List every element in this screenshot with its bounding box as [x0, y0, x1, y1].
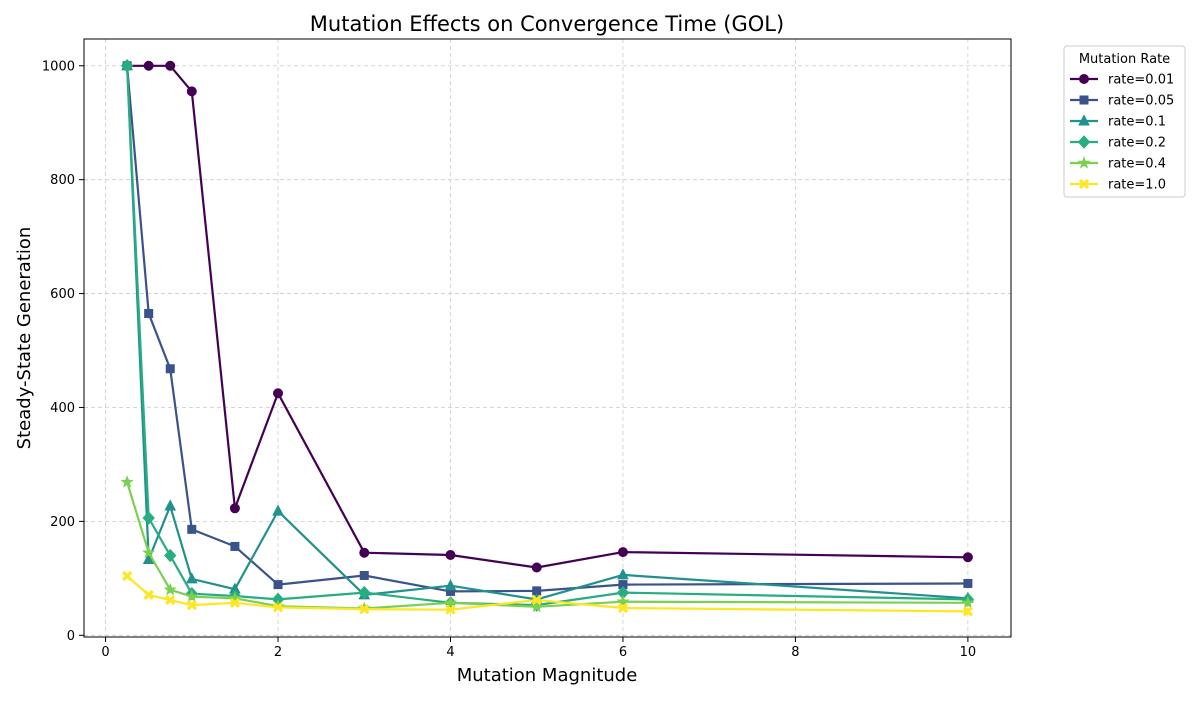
- data-point: [230, 541, 240, 551]
- data-point: [120, 59, 134, 73]
- legend-item: rate=0.01: [1070, 73, 1174, 88]
- legend-label: rate=0.1: [1108, 115, 1166, 130]
- data-point: [358, 585, 371, 600]
- x-tick-label: 4: [446, 645, 454, 660]
- data-point: [143, 60, 154, 71]
- legend-marker: [1078, 178, 1090, 190]
- data-point: [186, 599, 197, 611]
- data-point: [272, 504, 284, 516]
- x-tick-label: 2: [274, 645, 282, 660]
- x-axis-label: Mutation Magnitude: [457, 665, 638, 686]
- x-tick-label: 8: [791, 645, 799, 660]
- y-axis-label: Steady-State Generation: [14, 227, 35, 450]
- legend-marker: [1079, 74, 1089, 84]
- data-point: [962, 606, 974, 617]
- legend-marker: [1078, 114, 1090, 126]
- data-point: [165, 594, 176, 606]
- legend-item: rate=0.2: [1070, 135, 1166, 151]
- data-point: [143, 589, 154, 600]
- y-tick-label: 400: [50, 401, 75, 416]
- data-point: [142, 511, 155, 525]
- chart-title: Mutation Effects on Convergence Time (GO…: [310, 12, 784, 36]
- legend-item: rate=0.1: [1070, 114, 1166, 130]
- legend-marker: [1079, 95, 1089, 105]
- legend-label: rate=0.05: [1108, 94, 1174, 109]
- data-point: [186, 86, 197, 97]
- series-rate=0.05: [122, 61, 973, 596]
- y-tick-label: 1000: [42, 59, 75, 74]
- data-point: [961, 595, 975, 609]
- data-point: [273, 580, 283, 590]
- legend-title: Mutation Rate: [1079, 52, 1170, 67]
- data-point: [229, 503, 240, 514]
- data-point: [144, 309, 154, 319]
- data-point: [443, 595, 458, 609]
- data-point: [530, 599, 544, 613]
- x-tick-label: 0: [101, 645, 109, 660]
- series-line: [127, 64, 968, 569]
- legend-marker: [1077, 135, 1091, 149]
- data-point: [165, 364, 175, 374]
- legend-item: rate=0.05: [1070, 94, 1174, 109]
- series-line: [126, 65, 968, 593]
- plot-frame: [83, 38, 1012, 638]
- series-rate=0.01: [122, 60, 973, 573]
- grid: [84, 39, 1011, 637]
- legend-label: rate=1.0: [1108, 178, 1166, 193]
- data-point: [121, 570, 133, 582]
- legend-box: [1063, 45, 1186, 198]
- data-point: [165, 60, 176, 71]
- series-rate=0.1: [121, 59, 974, 604]
- data-point: [616, 594, 630, 608]
- y-tick-label: 800: [50, 173, 75, 188]
- data-point: [531, 594, 542, 606]
- x-tick-label: 10: [960, 645, 977, 660]
- y-tick-label: 0: [67, 629, 75, 644]
- legend-label: rate=0.4: [1108, 157, 1166, 172]
- series-line: [126, 65, 968, 607]
- data-point: [163, 582, 177, 596]
- data-point: [617, 568, 629, 580]
- data-point: [359, 603, 370, 615]
- legend: Mutation Rate rate=0.01 rate=0.05 rate=0.1 r…: [1063, 45, 1186, 198]
- axes: 0 2 4 6 8 10 0 200 400 600 800 1000: [42, 59, 976, 660]
- series-line: [126, 65, 968, 601]
- series-rate=0.2: [120, 59, 975, 612]
- legend-item: rate=1.0: [1070, 178, 1166, 193]
- data-point: [617, 602, 629, 614]
- data-point: [963, 578, 973, 588]
- data-point: [187, 524, 197, 534]
- data-point: [445, 549, 456, 560]
- data-point: [531, 562, 542, 573]
- data-point: [185, 589, 199, 603]
- legend-marker: [1077, 156, 1091, 169]
- data-point: [272, 602, 284, 613]
- data-point: [444, 579, 457, 591]
- data-point: [359, 547, 370, 558]
- series-rate=0.4: [120, 475, 975, 615]
- data-point: [229, 597, 241, 608]
- data-point: [142, 545, 156, 559]
- data-point: [359, 570, 369, 580]
- legend-label: rate=0.2: [1108, 136, 1166, 151]
- data-point: [120, 475, 134, 488]
- series-layer: [120, 59, 975, 617]
- data-point: [164, 548, 177, 563]
- data-point: [185, 572, 198, 584]
- y-tick-label: 200: [50, 515, 75, 530]
- data-point: [445, 604, 456, 615]
- legend-label: rate=0.01: [1108, 73, 1174, 88]
- legend-item: rate=0.4: [1070, 156, 1166, 172]
- data-point: [617, 547, 628, 558]
- data-point: [962, 552, 973, 563]
- data-point: [273, 388, 284, 399]
- series-rate=1.0: [121, 570, 974, 617]
- x-tick-label: 6: [619, 645, 627, 660]
- y-tick-label: 600: [50, 287, 75, 302]
- data-point: [164, 499, 177, 511]
